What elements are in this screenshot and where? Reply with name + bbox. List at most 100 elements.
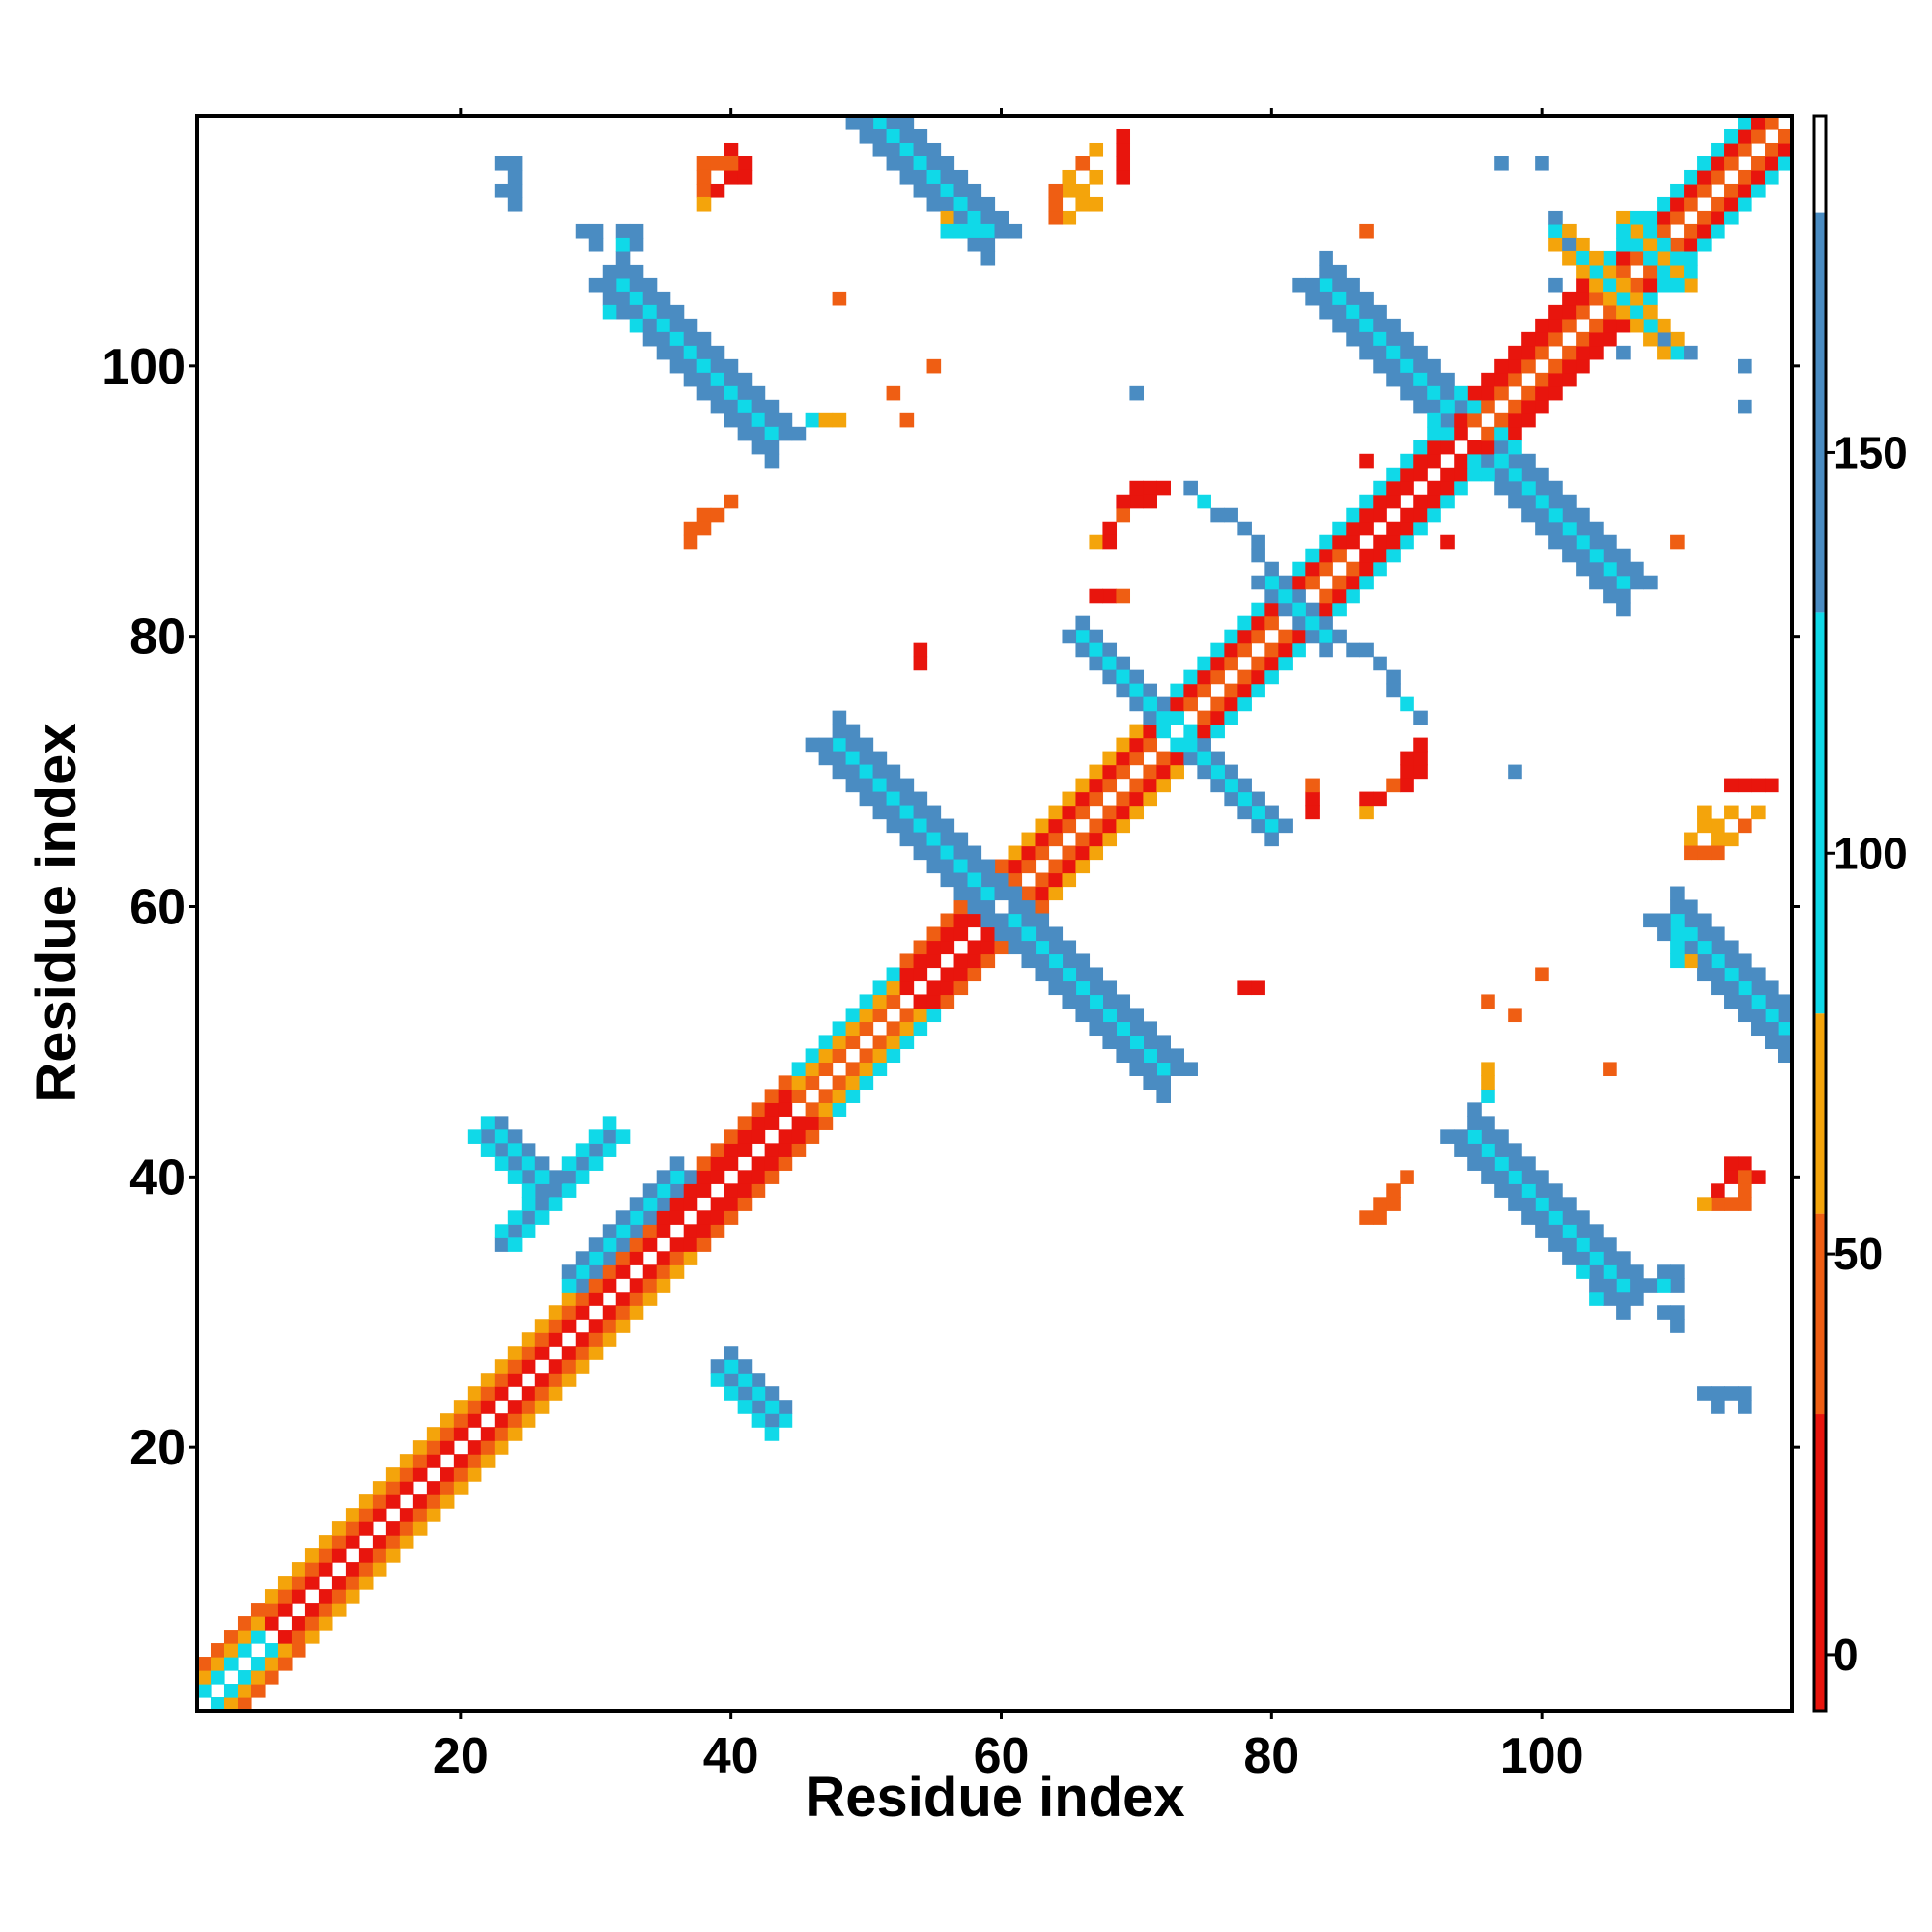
heatmap-cell bbox=[1765, 1021, 1779, 1037]
heatmap-cell bbox=[1535, 331, 1549, 347]
heatmap-cell bbox=[345, 1589, 360, 1604]
heatmap-cell bbox=[778, 1400, 793, 1414]
heatmap-cell bbox=[1021, 886, 1037, 901]
heatmap-cell bbox=[1454, 1129, 1468, 1144]
heatmap-cell bbox=[751, 1129, 766, 1144]
heatmap-cell bbox=[507, 1427, 523, 1441]
heatmap-cell bbox=[859, 116, 874, 130]
heatmap-cell bbox=[724, 1156, 739, 1171]
heatmap-cell bbox=[615, 223, 631, 239]
heatmap-cell bbox=[1089, 588, 1104, 604]
heatmap-cell bbox=[467, 1467, 482, 1482]
x-tick-label: 20 bbox=[433, 1728, 489, 1784]
heatmap-cell bbox=[1400, 345, 1414, 360]
heatmap-cell bbox=[1508, 480, 1522, 496]
heatmap-cell bbox=[1116, 818, 1131, 834]
heatmap-cell bbox=[1386, 1183, 1401, 1198]
heatmap-cell bbox=[1292, 561, 1306, 577]
heatmap-cell bbox=[1630, 1278, 1644, 1293]
heatmap-cell bbox=[926, 818, 942, 834]
heatmap-cell bbox=[1264, 656, 1279, 671]
heatmap-cell bbox=[913, 642, 928, 658]
heatmap-cell bbox=[724, 156, 739, 171]
heatmap-cell bbox=[1062, 967, 1077, 982]
heatmap-cell bbox=[1116, 507, 1131, 523]
heatmap-cell bbox=[696, 1156, 712, 1171]
heatmap-cell bbox=[1400, 696, 1414, 712]
heatmap-cell bbox=[1427, 440, 1441, 455]
heatmap-cell bbox=[1535, 1183, 1549, 1198]
heatmap-cell bbox=[588, 1332, 604, 1347]
heatmap-cell bbox=[1562, 548, 1577, 563]
heatmap-cell bbox=[1143, 737, 1157, 753]
heatmap-cell bbox=[832, 412, 847, 428]
heatmap-cell bbox=[1143, 778, 1157, 793]
heatmap-cell bbox=[1183, 683, 1198, 698]
heatmap-cell bbox=[1589, 291, 1604, 306]
heatmap-cell bbox=[1332, 277, 1347, 293]
heatmap-cell bbox=[1643, 250, 1658, 266]
heatmap-cell bbox=[1224, 764, 1238, 780]
heatmap-cell bbox=[1413, 737, 1428, 753]
heatmap-cell bbox=[1670, 1278, 1685, 1293]
heatmap-cell bbox=[710, 1359, 725, 1374]
heatmap-cell bbox=[1264, 832, 1279, 847]
heatmap-cell bbox=[1630, 237, 1644, 252]
heatmap-cell bbox=[1589, 1264, 1604, 1279]
heatmap-cell bbox=[277, 1576, 293, 1590]
heatmap-cell bbox=[805, 1129, 820, 1144]
heatmap-cell bbox=[1021, 899, 1037, 915]
heatmap-cell bbox=[1521, 453, 1536, 469]
heatmap-cell bbox=[1738, 196, 1752, 212]
heatmap-cell bbox=[426, 1508, 441, 1522]
heatmap-cell bbox=[1116, 1021, 1131, 1037]
heatmap-cell bbox=[1075, 778, 1091, 793]
heatmap-cell bbox=[845, 1035, 861, 1050]
heatmap-cell bbox=[1738, 994, 1752, 1009]
heatmap-cell bbox=[1751, 805, 1766, 820]
heatmap-cell bbox=[507, 183, 523, 198]
heatmap-cell bbox=[913, 818, 928, 834]
heatmap-cell bbox=[318, 1562, 333, 1577]
heatmap-cell bbox=[751, 1170, 766, 1184]
heatmap-cell bbox=[1319, 642, 1333, 658]
heatmap-cell bbox=[1116, 156, 1131, 171]
heatmap-cell bbox=[575, 1264, 590, 1279]
heatmap-cell bbox=[1765, 156, 1779, 171]
heatmap-cell bbox=[1657, 1264, 1671, 1279]
heatmap-cell bbox=[1359, 507, 1374, 523]
heatmap-cell bbox=[1021, 845, 1037, 861]
heatmap-cell bbox=[940, 183, 955, 198]
heatmap-cell bbox=[642, 277, 658, 293]
heatmap-cell bbox=[1697, 967, 1712, 982]
heatmap-cell bbox=[710, 1224, 725, 1238]
heatmap-cell bbox=[751, 1413, 766, 1428]
heatmap-cell bbox=[1183, 696, 1198, 712]
heatmap-cell bbox=[534, 1386, 550, 1401]
heatmap-cell bbox=[1075, 156, 1091, 171]
heatmap-cell bbox=[1062, 805, 1077, 820]
heatmap-cell bbox=[1548, 372, 1563, 387]
heatmap-cell bbox=[1332, 588, 1347, 604]
heatmap-cell bbox=[1319, 629, 1333, 644]
heatmap-cell bbox=[859, 737, 874, 753]
heatmap-cell bbox=[724, 1197, 739, 1211]
heatmap-cell bbox=[1116, 169, 1131, 185]
heatmap-cell bbox=[602, 1116, 617, 1130]
heatmap-cell bbox=[845, 1062, 861, 1076]
heatmap-cell bbox=[1751, 994, 1766, 1009]
heatmap-cell bbox=[1400, 467, 1414, 482]
heatmap-cell bbox=[1373, 791, 1387, 807]
heatmap-cell bbox=[1332, 318, 1347, 333]
heatmap-cell bbox=[710, 345, 725, 360]
heatmap-cell bbox=[507, 1413, 523, 1428]
heatmap-cell bbox=[832, 291, 847, 306]
heatmap-cell bbox=[737, 156, 753, 171]
heatmap-cell bbox=[805, 1116, 820, 1130]
heatmap-cell bbox=[1494, 1156, 1509, 1171]
heatmap-cell bbox=[886, 980, 901, 996]
heatmap-cell bbox=[696, 196, 712, 212]
heatmap-cell bbox=[602, 1143, 617, 1157]
heatmap-cell bbox=[737, 426, 753, 441]
heatmap-cell bbox=[994, 940, 1009, 955]
